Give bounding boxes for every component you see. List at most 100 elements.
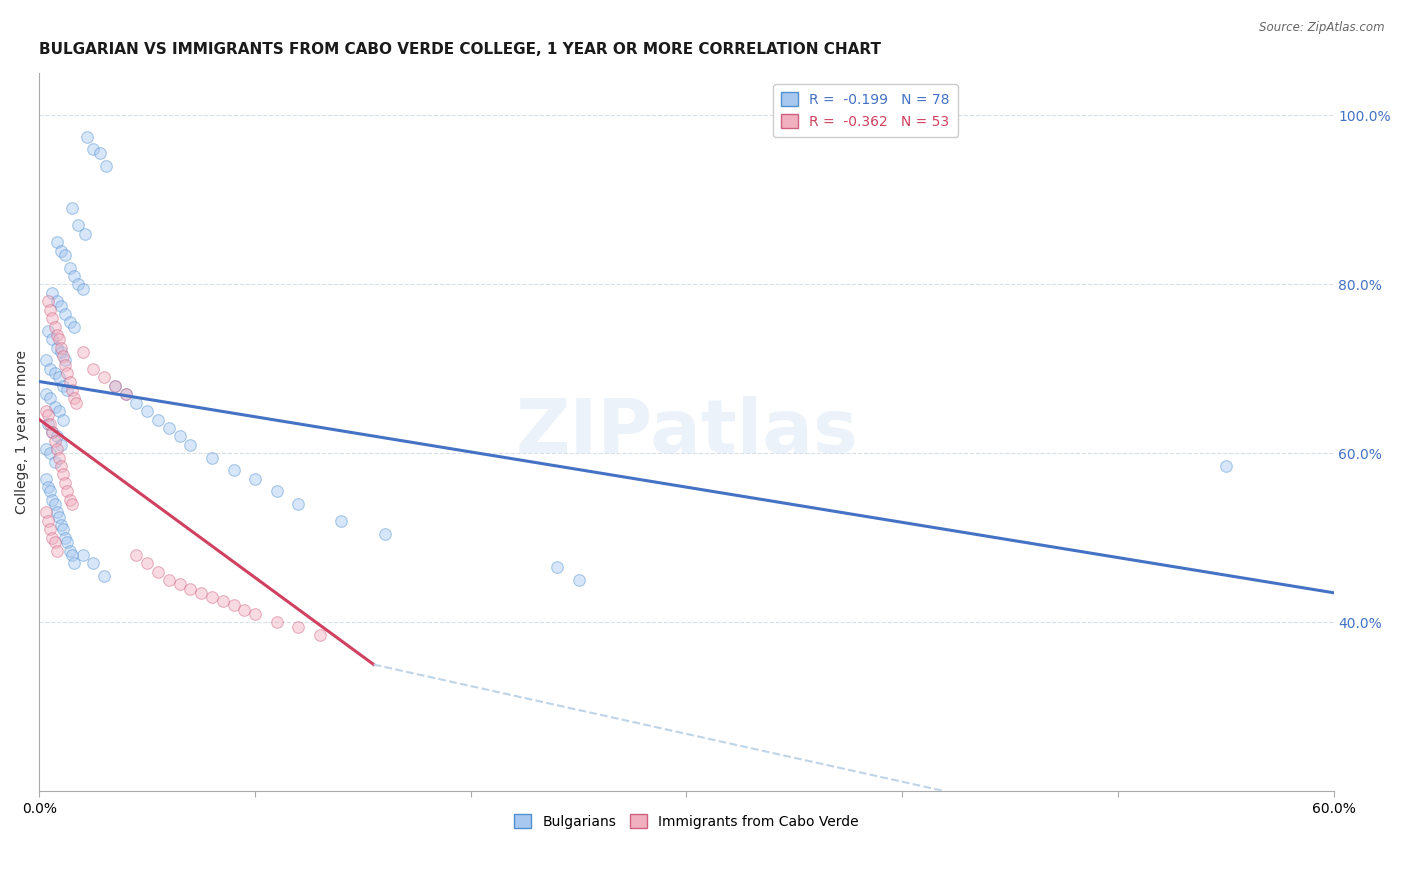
Point: [35, 387, 58, 401]
Point: [373, 526, 395, 541]
Point: [35, 353, 58, 368]
Point: [266, 615, 288, 630]
Point: [35, 442, 58, 457]
Point: [72, 548, 94, 562]
Point: [35, 506, 58, 520]
Point: [45, 294, 67, 309]
Point: [59, 315, 82, 329]
Point: [222, 463, 245, 477]
Point: [201, 450, 224, 465]
Point: [63, 268, 86, 283]
Point: [146, 412, 169, 426]
Point: [179, 438, 201, 452]
Point: [63, 319, 86, 334]
Point: [82, 362, 104, 376]
Y-axis label: College, 1 year or more: College, 1 year or more: [15, 351, 30, 514]
Point: [41, 425, 63, 440]
Point: [45, 235, 67, 249]
Point: [52, 467, 75, 482]
Point: [76, 129, 98, 144]
Text: BULGARIAN VS IMMIGRANTS FROM CABO VERDE COLLEGE, 1 YEAR OR MORE CORRELATION CHAR: BULGARIAN VS IMMIGRANTS FROM CABO VERDE …: [39, 42, 882, 57]
Point: [44, 400, 66, 414]
Point: [56, 484, 79, 499]
Point: [44, 535, 66, 549]
Point: [39, 392, 62, 406]
Point: [56, 383, 79, 397]
Legend: Bulgarians, Immigrants from Cabo Verde: Bulgarians, Immigrants from Cabo Verde: [509, 809, 865, 835]
Point: [39, 522, 62, 536]
Point: [53, 248, 76, 262]
Point: [45, 506, 67, 520]
Point: [53, 358, 76, 372]
Point: [45, 429, 67, 443]
Point: [568, 573, 591, 587]
Point: [52, 522, 75, 536]
Point: [41, 531, 63, 545]
Point: [59, 260, 82, 275]
Point: [136, 556, 159, 570]
Point: [37, 514, 59, 528]
Point: [211, 594, 233, 608]
Point: [44, 319, 66, 334]
Point: [56, 535, 79, 549]
Point: [330, 514, 353, 528]
Point: [169, 577, 191, 591]
Point: [39, 446, 62, 460]
Point: [37, 324, 59, 338]
Point: [89, 146, 111, 161]
Point: [41, 285, 63, 300]
Point: [59, 375, 82, 389]
Point: [287, 619, 309, 633]
Point: [1215, 458, 1237, 473]
Point: [45, 543, 67, 558]
Point: [39, 362, 62, 376]
Point: [48, 450, 70, 465]
Point: [53, 531, 76, 545]
Point: [60, 497, 83, 511]
Point: [49, 299, 72, 313]
Point: [243, 607, 266, 621]
Point: [35, 404, 58, 418]
Point: [41, 332, 63, 346]
Point: [546, 560, 568, 574]
Point: [136, 404, 159, 418]
Point: [169, 429, 191, 443]
Point: [44, 434, 66, 448]
Point: [48, 509, 70, 524]
Point: [93, 370, 115, 384]
Point: [67, 219, 90, 233]
Point: [190, 586, 212, 600]
Text: Source: ZipAtlas.com: Source: ZipAtlas.com: [1260, 21, 1385, 34]
Point: [114, 387, 136, 401]
Point: [222, 599, 245, 613]
Point: [63, 556, 86, 570]
Point: [48, 332, 70, 346]
Point: [104, 378, 127, 392]
Point: [48, 370, 70, 384]
Point: [44, 497, 66, 511]
Point: [287, 497, 309, 511]
Point: [56, 366, 79, 380]
Point: [67, 277, 90, 292]
Point: [52, 349, 75, 363]
Point: [157, 573, 180, 587]
Point: [37, 480, 59, 494]
Point: [233, 602, 256, 616]
Point: [201, 590, 224, 604]
Point: [65, 395, 87, 409]
Point: [53, 475, 76, 490]
Point: [114, 387, 136, 401]
Point: [63, 392, 86, 406]
Point: [59, 543, 82, 558]
Point: [60, 383, 83, 397]
Point: [125, 395, 148, 409]
Point: [44, 366, 66, 380]
Point: [104, 378, 127, 392]
Point: [49, 345, 72, 359]
Point: [39, 484, 62, 499]
Point: [59, 492, 82, 507]
Point: [35, 472, 58, 486]
Point: [37, 294, 59, 309]
Point: [49, 244, 72, 258]
Point: [41, 311, 63, 326]
